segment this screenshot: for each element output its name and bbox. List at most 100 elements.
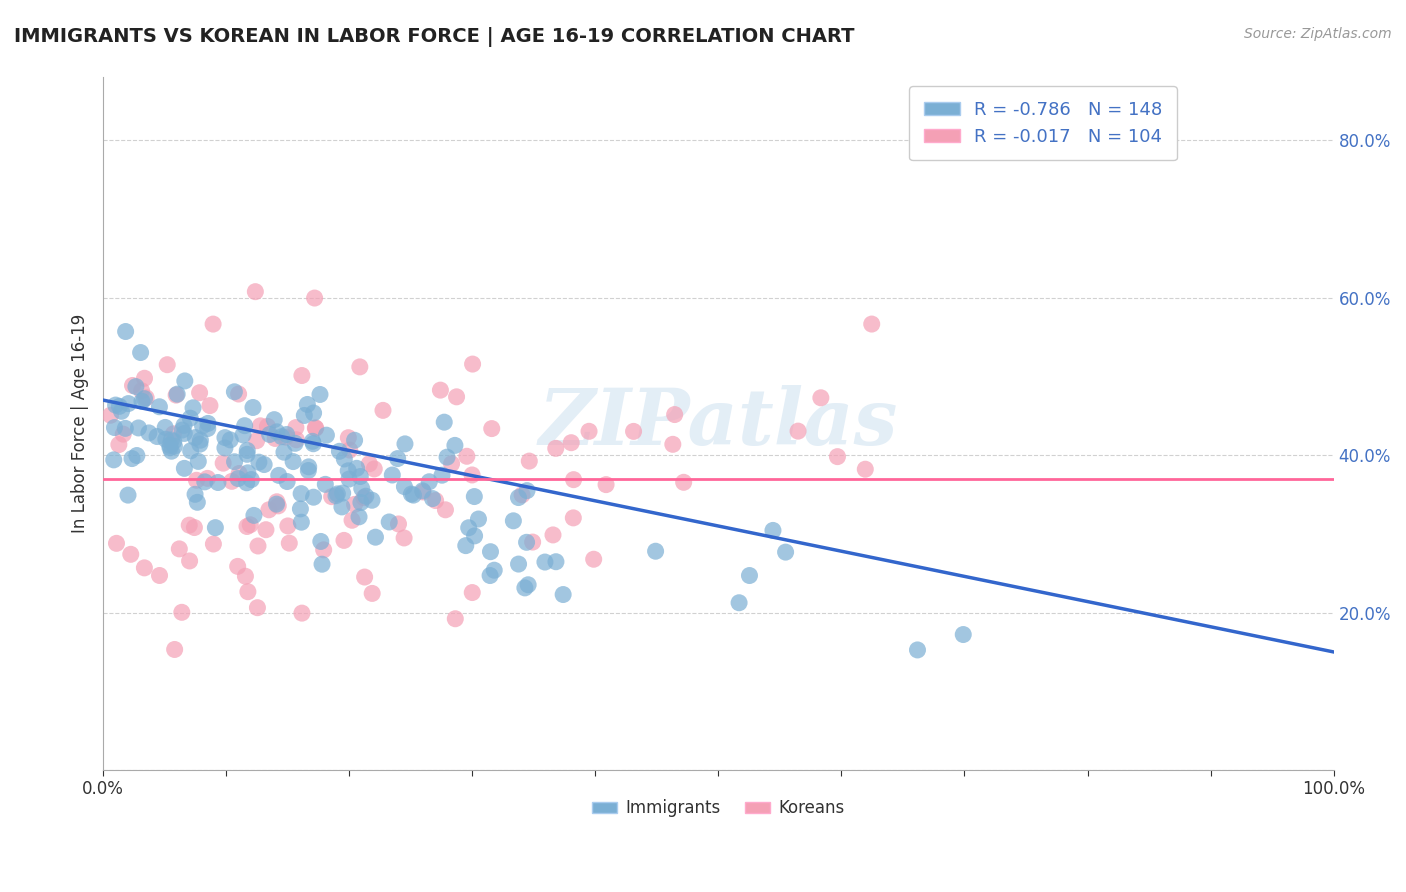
Point <box>194 475 217 489</box>
Point <box>510 488 533 502</box>
Point <box>184 487 207 501</box>
Point <box>266 425 288 439</box>
Point <box>224 384 246 399</box>
Point <box>284 420 307 434</box>
Point <box>787 424 810 438</box>
Point <box>243 508 266 523</box>
Point <box>226 471 249 485</box>
Point <box>479 544 502 558</box>
Point <box>436 450 458 464</box>
Point <box>112 427 135 442</box>
Point <box>467 512 489 526</box>
Point <box>228 467 250 481</box>
Point <box>207 475 229 490</box>
Point <box>284 436 307 450</box>
Point <box>517 578 540 592</box>
Point <box>304 421 326 435</box>
Point <box>297 397 319 411</box>
Point <box>301 434 323 449</box>
Point <box>328 444 350 458</box>
Point <box>214 441 236 455</box>
Legend: Immigrants, Koreans: Immigrants, Koreans <box>585 793 852 824</box>
Point <box>108 437 131 451</box>
Point <box>456 450 478 464</box>
Point <box>228 387 250 401</box>
Point <box>183 520 205 534</box>
Point <box>180 443 202 458</box>
Point <box>513 581 536 595</box>
Point <box>484 563 506 577</box>
Point <box>343 497 366 511</box>
Point <box>333 452 356 467</box>
Point <box>120 547 142 561</box>
Point <box>153 420 176 434</box>
Point <box>290 502 312 516</box>
Point <box>239 517 262 532</box>
Point <box>274 430 297 444</box>
Point <box>219 433 242 447</box>
Point <box>353 491 375 505</box>
Point <box>672 475 695 490</box>
Point <box>387 516 409 531</box>
Point <box>433 415 456 429</box>
Point <box>810 391 832 405</box>
Point <box>246 600 269 615</box>
Point <box>173 461 195 475</box>
Point <box>291 368 314 383</box>
Point <box>221 475 243 489</box>
Point <box>257 503 280 517</box>
Point <box>394 480 416 494</box>
Point <box>553 588 575 602</box>
Point <box>444 438 467 452</box>
Point <box>253 458 276 472</box>
Point <box>190 434 212 448</box>
Point <box>172 423 194 437</box>
Point <box>321 490 343 504</box>
Point <box>212 456 235 470</box>
Point <box>191 418 214 433</box>
Point <box>131 384 153 398</box>
Point <box>242 401 264 415</box>
Point <box>129 345 152 359</box>
Point <box>343 434 366 448</box>
Point <box>108 400 131 414</box>
Point <box>562 473 585 487</box>
Point <box>440 457 463 471</box>
Point <box>394 437 416 451</box>
Point <box>340 513 363 527</box>
Point <box>461 585 484 599</box>
Point <box>907 643 929 657</box>
Point <box>422 491 444 506</box>
Point <box>188 385 211 400</box>
Point <box>516 535 538 549</box>
Point <box>179 554 201 568</box>
Point <box>235 475 257 490</box>
Point <box>285 433 308 447</box>
Point <box>562 511 585 525</box>
Point <box>245 285 267 299</box>
Point <box>454 539 477 553</box>
Point <box>160 433 183 447</box>
Point <box>463 490 485 504</box>
Point <box>461 357 484 371</box>
Point <box>236 447 259 461</box>
Point <box>315 428 337 442</box>
Point <box>446 390 468 404</box>
Point <box>281 454 304 468</box>
Point <box>173 426 195 441</box>
Point <box>544 442 567 456</box>
Point <box>302 490 325 504</box>
Point <box>134 371 156 385</box>
Point <box>186 473 208 487</box>
Point <box>309 387 332 401</box>
Point <box>148 400 170 414</box>
Point <box>188 437 211 451</box>
Point <box>232 428 254 442</box>
Point <box>644 544 666 558</box>
Point <box>363 462 385 476</box>
Point <box>256 419 278 434</box>
Point <box>508 491 530 505</box>
Point <box>125 379 148 393</box>
Point <box>146 429 169 443</box>
Point <box>236 443 259 458</box>
